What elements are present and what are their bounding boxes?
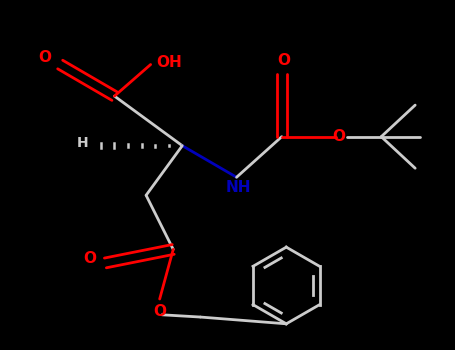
Text: OH: OH xyxy=(157,55,182,70)
Text: NH: NH xyxy=(226,180,252,195)
Text: O: O xyxy=(332,129,345,144)
Text: O: O xyxy=(278,52,291,68)
Text: H: H xyxy=(77,136,89,150)
Text: O: O xyxy=(153,304,166,319)
Text: O: O xyxy=(83,251,96,266)
Text: O: O xyxy=(38,50,51,65)
